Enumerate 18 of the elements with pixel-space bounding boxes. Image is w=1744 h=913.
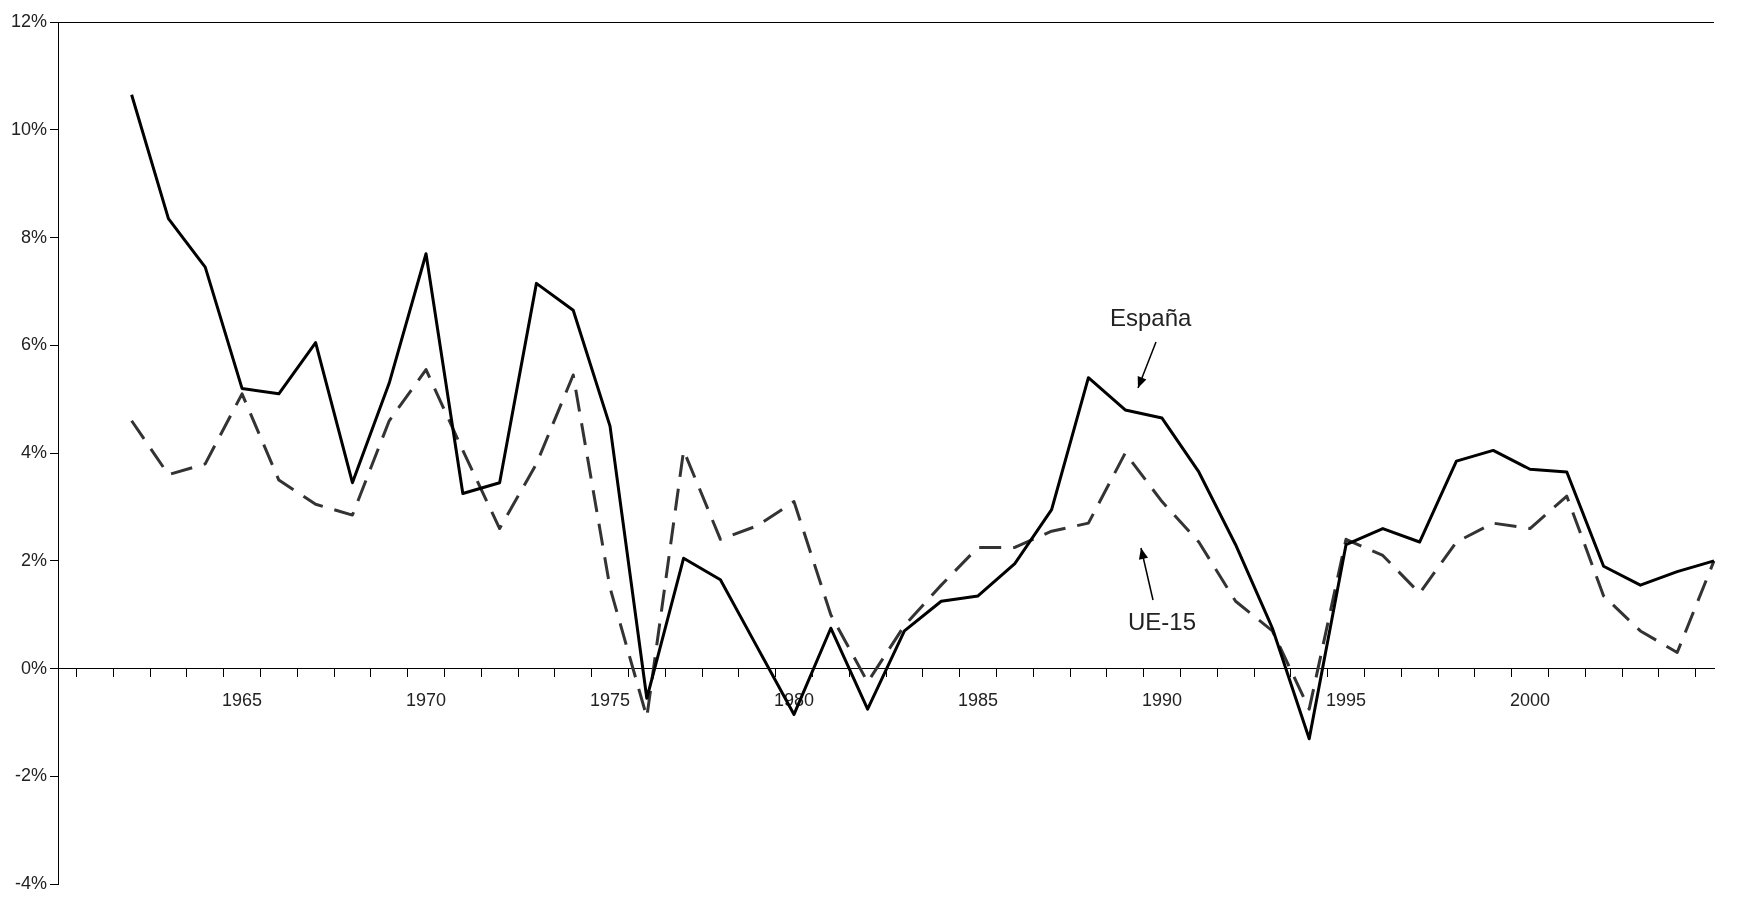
x-tick-label: 1995 <box>1325 690 1367 711</box>
y-tick-label: 10% <box>11 118 48 139</box>
y-tick-label: 12% <box>11 10 48 31</box>
x-tick-label: 2000 <box>1509 690 1551 711</box>
y-tick-label: 0% <box>21 657 48 678</box>
y-tick-label: -2% <box>15 765 48 786</box>
y-tick-label: 4% <box>21 442 48 463</box>
y-tick-label: 2% <box>21 549 48 570</box>
annotation: España <box>1110 304 1192 332</box>
y-tick-label: 8% <box>21 226 48 247</box>
x-tick-label: 1965 <box>222 690 263 711</box>
x-tick-label: 1975 <box>589 690 631 711</box>
x-tick-label: 1990 <box>1141 690 1183 711</box>
annotation: UE-15 <box>1128 608 1197 636</box>
y-tick-label: -4% <box>15 873 48 894</box>
y-tick-label: 6% <box>21 334 48 355</box>
x-tick-label: 1970 <box>406 690 447 711</box>
x-tick-label: 1985 <box>957 690 999 711</box>
